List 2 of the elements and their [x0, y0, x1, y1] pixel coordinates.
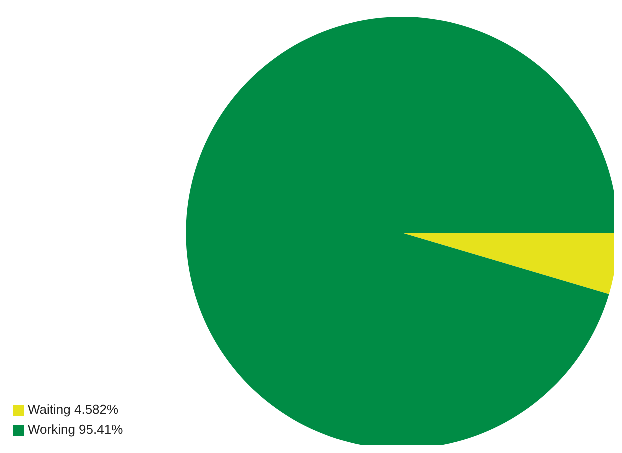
- legend-label: Working 95.41%: [28, 422, 124, 437]
- legend-label: Waiting 4.582%: [28, 402, 119, 417]
